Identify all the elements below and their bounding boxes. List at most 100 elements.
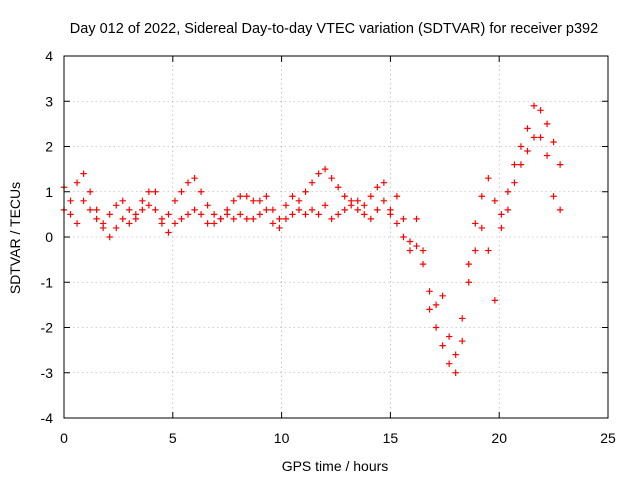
data-point — [498, 224, 505, 232]
data-point — [550, 193, 557, 200]
data-point — [341, 206, 348, 214]
data-point — [419, 247, 427, 254]
data-point — [432, 301, 440, 309]
y-tick-label: -2 — [41, 320, 54, 336]
data-point — [406, 247, 414, 254]
data-point — [184, 211, 192, 218]
data-point — [145, 202, 153, 209]
data-point — [237, 193, 244, 200]
data-point — [139, 197, 146, 204]
data-point — [472, 247, 479, 254]
data-point — [106, 211, 113, 218]
data-point — [524, 147, 531, 155]
data-point — [263, 206, 270, 214]
x-axis-label: GPS time / hours — [282, 458, 389, 474]
data-series — [60, 134, 564, 367]
data-point — [152, 206, 159, 214]
data-point — [289, 211, 296, 218]
axis-ticks: 0 5 10 15 20 25 -4 -3 -2 -1 0 1 2 3 4 — [41, 48, 616, 446]
data-point — [237, 211, 244, 218]
data-point — [328, 174, 335, 182]
data-point — [250, 215, 257, 223]
y-tick-label: 4 — [45, 48, 53, 64]
x-tick-label: 5 — [169, 430, 177, 446]
data-point — [413, 242, 420, 250]
data-point — [321, 165, 329, 173]
data-point — [537, 134, 544, 141]
data-point — [380, 179, 388, 186]
data-point — [73, 179, 81, 186]
data-point — [550, 138, 557, 146]
data-point — [99, 224, 107, 232]
data-point — [165, 211, 172, 218]
data-points — [60, 102, 564, 376]
data-point — [530, 102, 538, 109]
data-point — [184, 179, 192, 186]
data-point — [210, 220, 218, 227]
data-point — [354, 206, 361, 214]
data-point — [432, 324, 440, 331]
data-point — [315, 211, 322, 218]
data-point — [86, 206, 94, 214]
data-point — [517, 143, 525, 150]
data-point — [263, 193, 270, 200]
data-point — [295, 197, 303, 204]
data-point — [367, 193, 375, 200]
y-tick-label: 0 — [45, 229, 53, 245]
data-point — [308, 179, 316, 186]
data-point — [197, 211, 205, 218]
data-point — [308, 206, 316, 214]
data-point — [256, 211, 264, 218]
data-point — [276, 224, 283, 232]
data-point — [67, 211, 74, 218]
data-point — [374, 206, 381, 214]
data-point — [348, 202, 355, 209]
y-axis-label: SDTVAR / TECUs — [7, 182, 23, 294]
grid — [64, 56, 608, 418]
data-point — [387, 211, 394, 218]
data-point — [419, 260, 427, 268]
data-point — [191, 206, 198, 214]
data-point — [178, 215, 185, 223]
data-point — [276, 215, 283, 223]
data-point — [537, 107, 544, 114]
data-point — [315, 170, 322, 177]
data-point — [439, 292, 446, 300]
data-point — [491, 197, 499, 204]
data-point — [478, 224, 485, 232]
y-tick-label: -4 — [41, 410, 54, 426]
data-point — [113, 202, 120, 209]
data-point — [224, 211, 231, 218]
data-point — [485, 174, 492, 182]
data-point — [282, 202, 290, 209]
data-point — [86, 188, 94, 195]
data-point — [295, 206, 303, 214]
data-point — [204, 202, 211, 209]
data-point — [132, 215, 140, 223]
data-point — [485, 247, 492, 254]
data-point — [328, 215, 335, 223]
data-point — [556, 161, 564, 168]
data-point — [334, 184, 342, 191]
data-point — [374, 184, 381, 191]
data-point — [511, 161, 518, 168]
data-point — [302, 188, 309, 195]
data-point — [543, 152, 551, 159]
data-point — [439, 342, 446, 349]
data-point — [93, 206, 100, 214]
data-point — [472, 220, 479, 227]
data-point — [256, 197, 264, 204]
y-tick-label: 2 — [45, 139, 53, 155]
data-point — [517, 161, 525, 168]
data-point — [354, 197, 361, 204]
data-point — [459, 337, 466, 345]
data-point — [119, 197, 126, 204]
data-point — [204, 220, 211, 227]
data-point — [341, 193, 348, 200]
y-tick-label: -3 — [41, 365, 54, 381]
data-point — [191, 174, 198, 182]
data-point — [413, 215, 420, 223]
data-point — [334, 211, 342, 218]
data-point — [93, 215, 100, 223]
data-point — [367, 215, 375, 223]
